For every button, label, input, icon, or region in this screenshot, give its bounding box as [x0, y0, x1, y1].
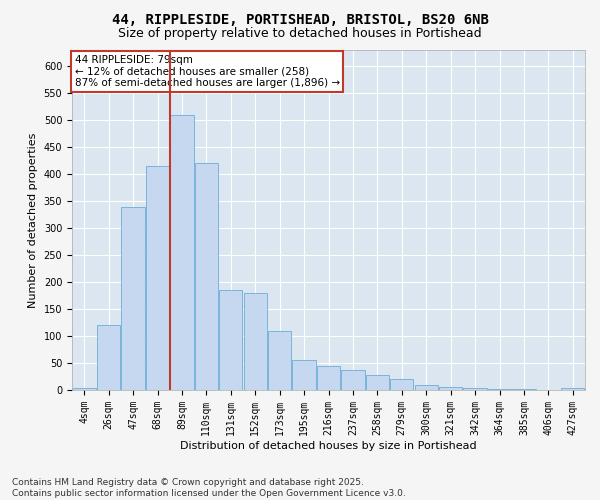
Bar	[268, 330, 291, 390]
Bar	[561, 388, 584, 390]
Bar	[170, 115, 194, 390]
Bar	[244, 293, 267, 390]
Bar	[415, 384, 438, 390]
Text: 44 RIPPLESIDE: 79sqm
← 12% of detached houses are smaller (258)
87% of semi-deta: 44 RIPPLESIDE: 79sqm ← 12% of detached h…	[74, 55, 340, 88]
Text: 44, RIPPLESIDE, PORTISHEAD, BRISTOL, BS20 6NB: 44, RIPPLESIDE, PORTISHEAD, BRISTOL, BS2…	[112, 12, 488, 26]
Bar	[73, 388, 96, 390]
Bar	[292, 360, 316, 390]
Text: Size of property relative to detached houses in Portishead: Size of property relative to detached ho…	[118, 28, 482, 40]
Bar	[390, 379, 413, 390]
Bar	[463, 388, 487, 390]
Text: Contains HM Land Registry data © Crown copyright and database right 2025.
Contai: Contains HM Land Registry data © Crown c…	[12, 478, 406, 498]
Bar	[366, 376, 389, 390]
Bar	[488, 389, 511, 390]
X-axis label: Distribution of detached houses by size in Portishead: Distribution of detached houses by size …	[180, 440, 477, 450]
Bar	[195, 164, 218, 390]
Bar	[121, 206, 145, 390]
Bar	[439, 387, 462, 390]
Bar	[97, 325, 120, 390]
Bar	[219, 290, 242, 390]
Bar	[146, 166, 169, 390]
Y-axis label: Number of detached properties: Number of detached properties	[28, 132, 38, 308]
Bar	[341, 370, 365, 390]
Bar	[317, 366, 340, 390]
